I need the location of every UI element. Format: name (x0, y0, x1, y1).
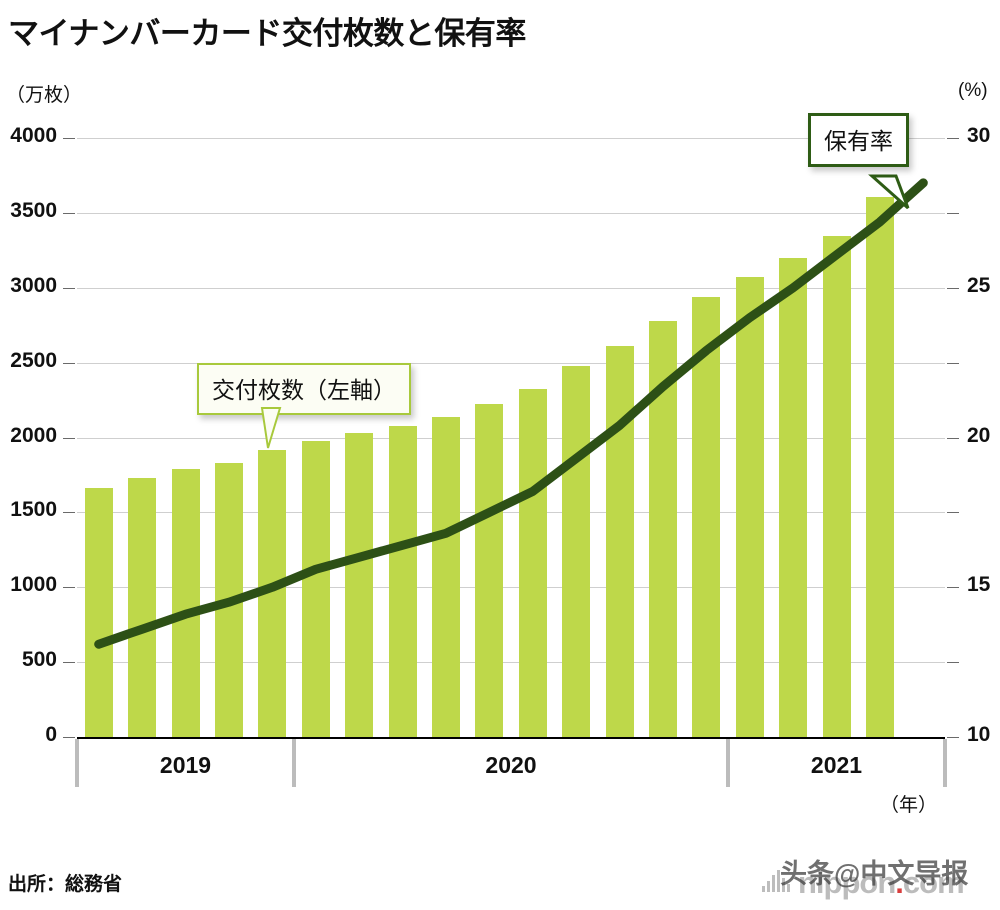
right-axis-tick-label: 10 (967, 723, 991, 746)
left-axis-tick-label: 1000 (10, 573, 57, 597)
bar (388, 425, 417, 737)
left-axis-tick-label: 2000 (10, 423, 57, 447)
bar (692, 297, 721, 737)
left-axis-tick (63, 287, 75, 289)
left-axis-tick (63, 138, 75, 139)
left-axis-tick (63, 362, 75, 364)
x-axis-separator (726, 739, 730, 787)
left-axis-tick-label: 3000 (10, 273, 57, 297)
watermark-brand: nippon.com (798, 865, 965, 900)
x-axis-group-label: 2019 (159, 752, 212, 778)
x-axis-unit-label: （年） (880, 795, 938, 816)
gridline (77, 212, 945, 214)
x-axis-separator (943, 739, 947, 787)
callout-bar-series: 交付枚数（左軸） (197, 363, 411, 415)
x-axis-separator (292, 739, 296, 787)
right-axis-minor-tick (947, 362, 959, 364)
gridline (77, 737, 945, 739)
right-axis-minor-tick (947, 662, 959, 664)
left-axis-tick-label: 0 (45, 723, 57, 746)
x-axis-group-label: 2020 (485, 752, 537, 778)
gridline (77, 587, 945, 589)
left-axis-unit-label: （万枚） (6, 85, 83, 106)
left-axis-tick (63, 737, 75, 738)
left-axis-tick-label: 1500 (10, 498, 57, 522)
left-axis-tick (63, 512, 75, 514)
right-axis-minor-tick (947, 512, 959, 514)
left-axis-tick-label: 500 (21, 648, 57, 672)
bar (128, 477, 157, 737)
left-axis-tick-label: 2500 (10, 348, 57, 372)
line-series (94, 178, 928, 649)
right-axis-tick (947, 138, 959, 139)
waveform-icon (762, 870, 790, 892)
right-axis-tick-label: 20 (967, 423, 991, 447)
left-axis-tick-label: 3500 (10, 198, 57, 222)
bar (475, 403, 504, 737)
right-axis-tick (947, 287, 959, 289)
source-note: 出所：総務省 (8, 874, 123, 895)
x-axis-separator (75, 739, 79, 787)
gridline (77, 662, 945, 664)
bar (822, 236, 851, 737)
right-axis-tick (947, 737, 959, 738)
right-axis-minor-tick (947, 212, 959, 214)
bar (345, 433, 374, 737)
bar (301, 441, 330, 737)
right-axis-tick-label: 25 (967, 273, 991, 297)
bar (518, 388, 547, 737)
right-axis-tick-label: 15 (967, 573, 991, 597)
gridline (77, 437, 945, 439)
gridline (77, 512, 945, 514)
gridline (77, 362, 945, 364)
bar (84, 487, 113, 737)
plot-area (77, 138, 945, 739)
watermark: nippon.com 头条@中文导报 (760, 838, 995, 904)
bar (431, 416, 460, 737)
left-axis-tick-label: 4000 (10, 124, 57, 147)
left-axis-tick (63, 587, 75, 589)
bar (562, 366, 591, 737)
bar (779, 257, 808, 737)
bar (735, 276, 764, 737)
right-axis-unit-label: (%) (958, 80, 988, 101)
bar (171, 468, 200, 737)
left-axis-tick (63, 437, 75, 439)
x-axis-group-label: 2021 (810, 752, 863, 778)
left-axis-tick (63, 212, 75, 214)
gridline (77, 138, 945, 139)
watermark-overlay: 头条@中文导报 (780, 859, 969, 889)
gridline (77, 287, 945, 289)
left-axis-tick (63, 662, 75, 664)
callout-line-series: 保有率 (808, 113, 909, 167)
page-title: マイナンバーカード交付枚数と保有率 (8, 16, 526, 51)
right-axis-tick (947, 437, 959, 439)
bar (865, 197, 894, 737)
right-axis-tick (947, 587, 959, 589)
right-axis-tick-label: 30 (967, 124, 991, 147)
